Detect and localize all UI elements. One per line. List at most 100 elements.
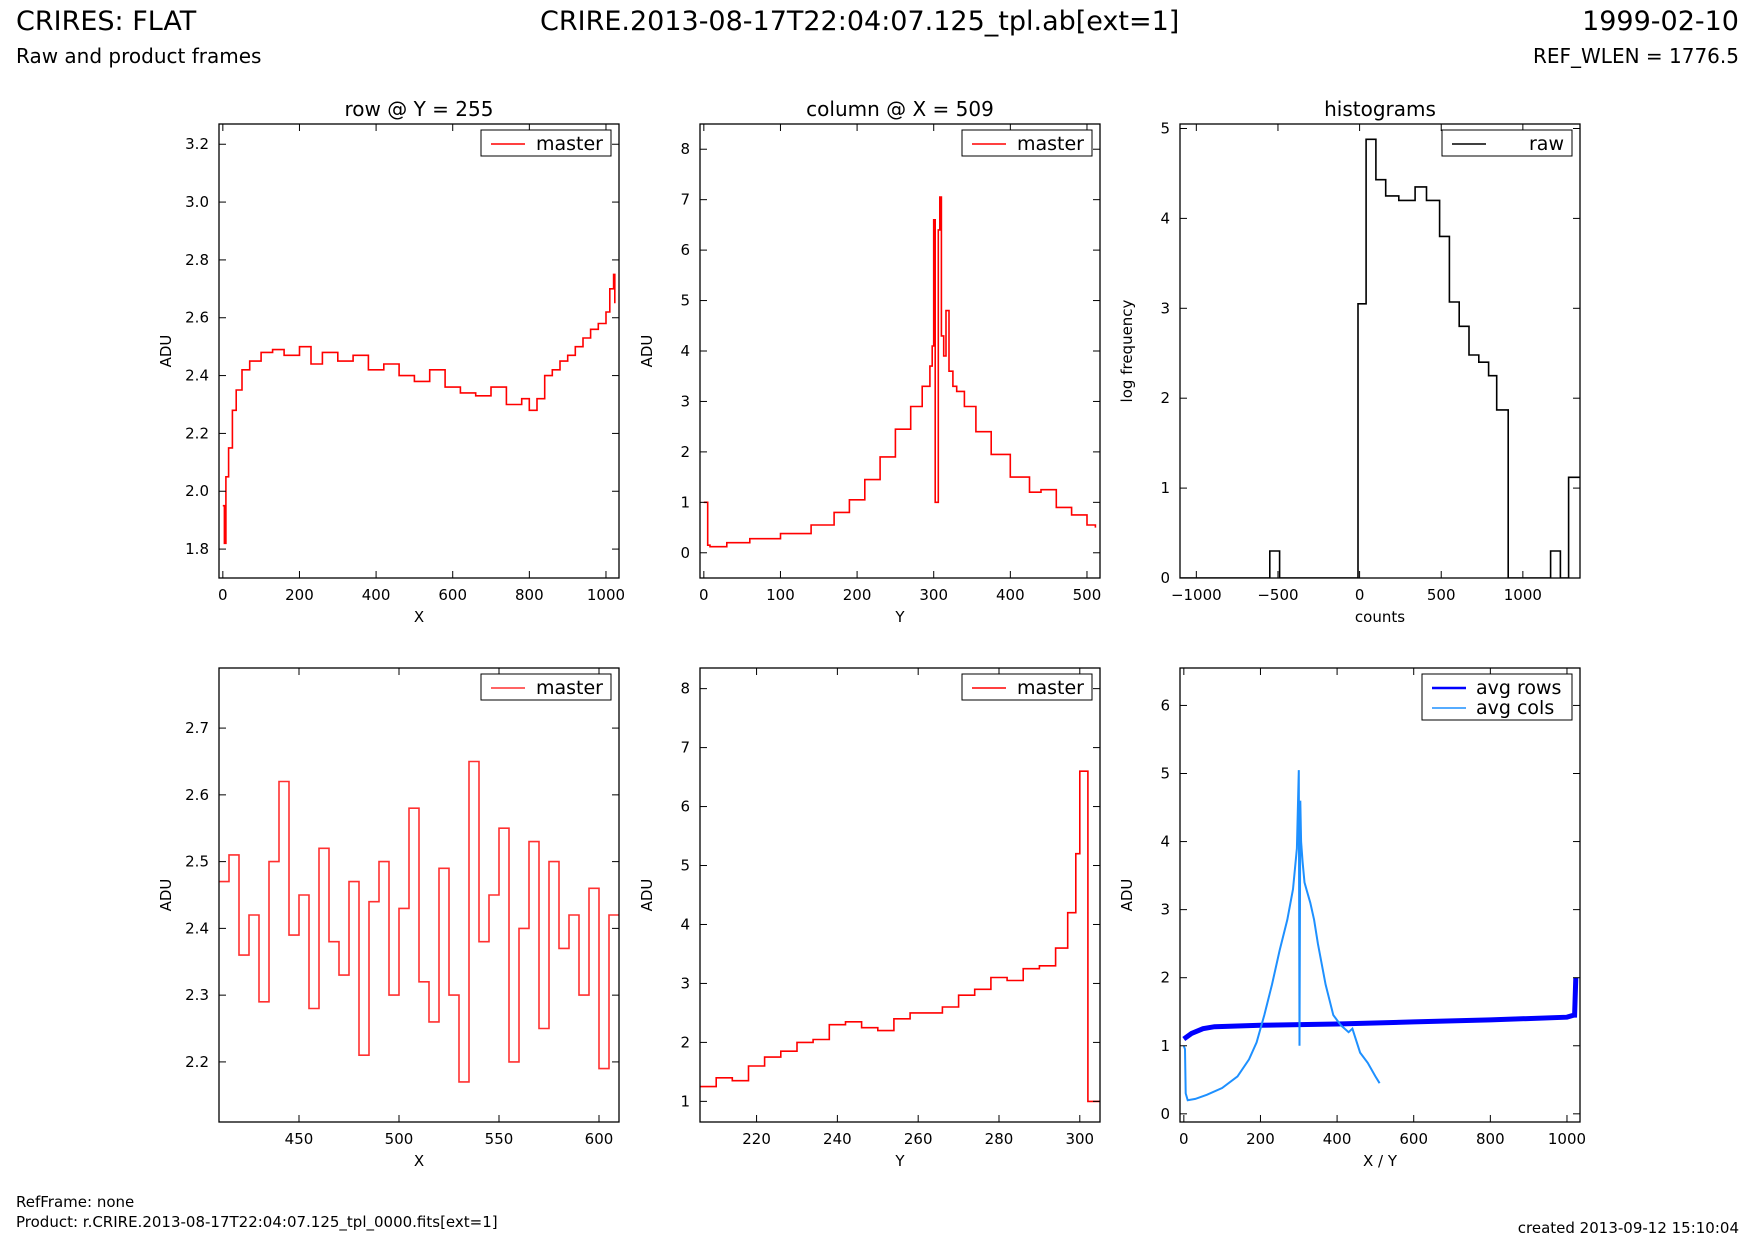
x-tick-label: −500 xyxy=(1257,586,1298,604)
y-tick-label: 2.2 xyxy=(185,424,209,442)
legend-label: raw xyxy=(1529,133,1564,155)
y-tick-label: 0 xyxy=(1160,569,1170,587)
x-axis-label: X xyxy=(414,608,424,626)
x-tick-label: 200 xyxy=(843,586,872,604)
y-tick-label: 7 xyxy=(680,739,690,757)
x-tick-label: 0 xyxy=(1179,1130,1189,1148)
y-tick-label: 2.0 xyxy=(185,482,209,500)
legend-label: master xyxy=(536,133,603,155)
report-subtitle: Raw and product frames xyxy=(16,44,262,68)
y-tick-label: 2.4 xyxy=(185,367,209,385)
chart-5 xyxy=(699,667,1101,1123)
y-tick-label: 2.6 xyxy=(185,786,209,804)
y-tick-label: 5 xyxy=(680,292,690,310)
x-tick-label: 240 xyxy=(823,1130,852,1148)
y-tick-label: 1 xyxy=(680,1092,690,1110)
x-axis-label: X xyxy=(414,1152,424,1170)
x-tick-label: 450 xyxy=(285,1130,314,1148)
x-tick-label: 500 xyxy=(385,1130,414,1148)
x-tick-label: 0 xyxy=(699,586,709,604)
y-tick-label: 7 xyxy=(680,191,690,209)
chart-2 xyxy=(699,123,1101,579)
y-tick-label: 2 xyxy=(680,443,690,461)
y-tick-label: 5 xyxy=(1160,119,1170,137)
x-axis-label: counts xyxy=(1355,608,1405,626)
y-tick-label: 3 xyxy=(680,974,690,992)
y-tick-label: 2 xyxy=(680,1033,690,1051)
legend-box xyxy=(480,673,612,701)
y-tick-label: 3.0 xyxy=(185,193,209,211)
y-tick-label: 3 xyxy=(1160,901,1170,919)
legend-label: avg rows xyxy=(1476,677,1561,699)
y-tick-label: 0 xyxy=(680,544,690,562)
series-line-1-1 xyxy=(222,273,616,545)
x-tick-label: 600 xyxy=(1399,1130,1428,1148)
x-tick-label: 800 xyxy=(1476,1130,1505,1148)
product-label: Product: r.CRIRE.2013-08-17T22:04:07.125… xyxy=(16,1213,498,1231)
x-axis-label: Y xyxy=(894,1152,905,1170)
x-tick-label: 300 xyxy=(919,586,948,604)
legend-box xyxy=(480,129,612,157)
x-tick-label: 0 xyxy=(1355,586,1365,604)
chart-6 xyxy=(1179,667,1581,1123)
chart-3 xyxy=(1179,123,1581,579)
plot-frame xyxy=(1179,667,1581,1123)
x-tick-label: 500 xyxy=(1427,586,1456,604)
x-tick-label: 100 xyxy=(766,586,795,604)
series-line-2-1 xyxy=(703,196,1097,548)
chart-title: histograms xyxy=(1324,97,1436,121)
y-tick-label: 1.8 xyxy=(185,540,209,558)
y-tick-label: 2.3 xyxy=(185,986,209,1004)
chart-title: column @ X = 509 xyxy=(806,97,994,121)
x-tick-label: 280 xyxy=(985,1130,1014,1148)
x-tick-label: 1000 xyxy=(1504,586,1542,604)
y-tick-label: 3.2 xyxy=(185,135,209,153)
y-tick-label: 2.4 xyxy=(185,919,209,937)
y-tick-label: 2 xyxy=(1160,389,1170,407)
x-tick-label: 400 xyxy=(996,586,1025,604)
x-tick-label: 500 xyxy=(1073,586,1102,604)
y-tick-label: 2.6 xyxy=(185,309,209,327)
x-tick-label: 800 xyxy=(515,586,544,604)
y-tick-label: 5 xyxy=(1160,765,1170,783)
y-axis-label: ADU xyxy=(157,879,175,912)
x-tick-label: 300 xyxy=(1065,1130,1094,1148)
y-tick-label: 2.2 xyxy=(185,1053,209,1071)
y-tick-label: 0 xyxy=(1160,1105,1170,1123)
series-line-3-1 xyxy=(1180,138,1580,578)
y-tick-label: 1 xyxy=(680,493,690,511)
refframe-label: RefFrame: none xyxy=(16,1193,135,1211)
plot-frame xyxy=(1179,123,1581,579)
created-label: created 2013-09-12 15:10:04 xyxy=(1517,1219,1739,1237)
y-tick-label: 6 xyxy=(1160,696,1170,714)
y-axis-label: ADU xyxy=(157,335,175,368)
y-axis-label: ADU xyxy=(638,335,656,368)
x-tick-label: 260 xyxy=(904,1130,933,1148)
y-tick-label: 2.5 xyxy=(185,853,209,871)
legend-box xyxy=(1421,673,1573,721)
x-axis-label: Y xyxy=(894,608,905,626)
legend-box xyxy=(961,129,1093,157)
legend-label: master xyxy=(1017,677,1084,699)
y-tick-label: 4 xyxy=(1160,833,1170,851)
y-tick-label: 3 xyxy=(1160,299,1170,317)
plot-frame xyxy=(218,123,620,579)
legend-label: master xyxy=(536,677,603,699)
y-tick-label: 5 xyxy=(680,857,690,875)
chart-1 xyxy=(218,123,620,579)
plot-frame xyxy=(699,667,1101,1123)
chart-title: row @ Y = 255 xyxy=(345,97,494,121)
x-tick-label: −1000 xyxy=(1171,586,1222,604)
y-tick-label: 8 xyxy=(680,680,690,698)
x-axis-label: X / Y xyxy=(1363,1152,1398,1170)
y-tick-label: 6 xyxy=(680,798,690,816)
series-line-4-1 xyxy=(219,760,619,1083)
chart-4 xyxy=(218,667,620,1123)
x-tick-label: 600 xyxy=(438,586,467,604)
y-tick-label: 4 xyxy=(680,915,690,933)
x-tick-label: 0 xyxy=(218,586,228,604)
y-tick-label: 2.7 xyxy=(185,719,209,737)
y-tick-label: 2 xyxy=(1160,969,1170,987)
x-tick-label: 400 xyxy=(1323,1130,1352,1148)
